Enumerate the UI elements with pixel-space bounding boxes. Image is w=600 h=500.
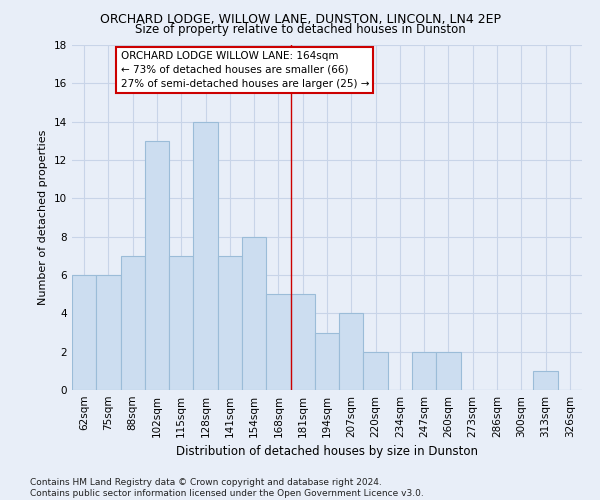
Bar (96, 275, 121, 390)
Bar (339, 314, 364, 390)
Bar (193, 122, 218, 390)
Bar (412, 352, 436, 390)
X-axis label: Distribution of detached houses by size in Dunston: Distribution of detached houses by size … (176, 446, 478, 458)
Text: Contains HM Land Registry data © Crown copyright and database right 2024.
Contai: Contains HM Land Registry data © Crown c… (30, 478, 424, 498)
Text: ORCHARD LODGE, WILLOW LANE, DUNSTON, LINCOLN, LN4 2EP: ORCHARD LODGE, WILLOW LANE, DUNSTON, LIN… (100, 12, 500, 26)
Bar (242, 236, 266, 390)
Y-axis label: Number of detached properties: Number of detached properties (38, 130, 49, 305)
Bar (290, 294, 315, 390)
Bar (218, 256, 242, 390)
Bar (169, 256, 193, 390)
Bar (266, 294, 290, 390)
Bar (315, 332, 339, 390)
Bar (121, 256, 145, 390)
Bar (364, 352, 388, 390)
Text: Size of property relative to detached houses in Dunston: Size of property relative to detached ho… (134, 24, 466, 36)
Bar (145, 141, 169, 390)
Bar (436, 352, 461, 390)
Text: ORCHARD LODGE WILLOW LANE: 164sqm
← 73% of detached houses are smaller (66)
27% : ORCHARD LODGE WILLOW LANE: 164sqm ← 73% … (121, 51, 369, 89)
Bar (72, 275, 96, 390)
Bar (533, 371, 558, 390)
